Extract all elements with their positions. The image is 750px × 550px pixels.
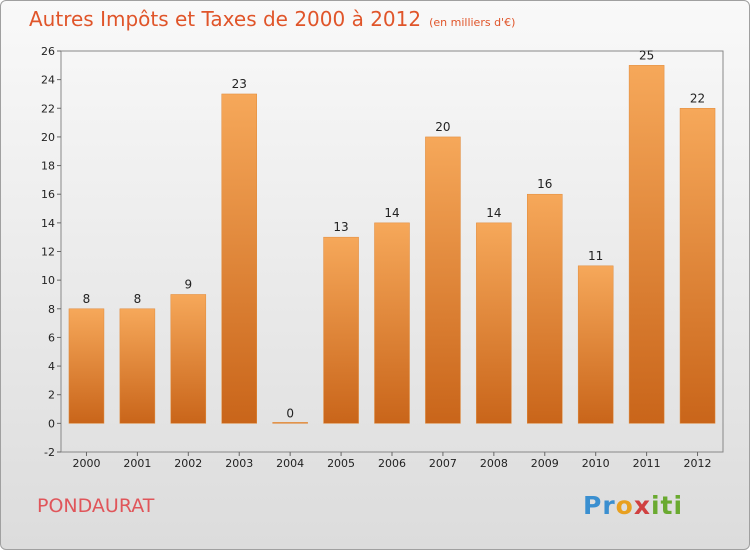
bar xyxy=(527,193,563,424)
y-tick-label: -2 xyxy=(44,446,55,459)
chart-unit: (en milliers d'€) xyxy=(429,16,516,29)
value-label: 20 xyxy=(435,120,450,134)
value-label: 0 xyxy=(286,406,294,420)
logo-part-4: iti xyxy=(650,491,684,520)
x-tick-label: 2011 xyxy=(633,457,661,470)
y-tick-label: 16 xyxy=(41,188,55,201)
bar xyxy=(272,422,308,424)
bar xyxy=(170,294,207,424)
x-tick-label: 2005 xyxy=(327,457,355,470)
y-tick-label: 6 xyxy=(48,331,55,344)
y-tick-label: 0 xyxy=(48,417,55,430)
value-label: 14 xyxy=(486,206,501,220)
y-tick-label: 4 xyxy=(48,360,55,373)
value-label: 9 xyxy=(184,277,192,291)
y-tick-label: 10 xyxy=(41,274,55,287)
x-tick-label: 2008 xyxy=(480,457,508,470)
y-tick-label: 22 xyxy=(41,102,55,115)
x-tick-label: 2012 xyxy=(684,457,712,470)
logo-part-1: Pr xyxy=(583,491,616,520)
bar xyxy=(577,265,614,424)
value-label: 8 xyxy=(134,292,142,306)
chart-title: Autres Impôts et Taxes de 2000 à 2012 xyxy=(29,7,422,31)
bar xyxy=(425,136,461,424)
y-tick-label: 24 xyxy=(41,74,55,87)
y-tick-label: 2 xyxy=(48,389,55,402)
x-tick-label: 2006 xyxy=(378,457,406,470)
value-label: 13 xyxy=(333,220,348,234)
title-block: Autres Impôts et Taxes de 2000 à 2012 (en… xyxy=(29,7,515,31)
x-tick-label: 2007 xyxy=(429,457,457,470)
bar xyxy=(679,108,716,424)
value-label: 16 xyxy=(537,177,552,191)
chart-bars xyxy=(68,65,716,424)
logo-part-2: o xyxy=(615,491,634,520)
value-label: 22 xyxy=(690,91,705,105)
x-tick-label: 2002 xyxy=(174,457,202,470)
value-label: 14 xyxy=(384,206,399,220)
bar xyxy=(221,93,257,424)
bar xyxy=(628,65,665,424)
chart-labels: 8 8 9 23 0 13 14 20 14 16 11 25 22 xyxy=(83,48,706,420)
logo-part-3: x xyxy=(633,491,651,520)
y-tick-label: 12 xyxy=(41,246,55,259)
value-label: 11 xyxy=(588,249,603,263)
y-tick-label: 18 xyxy=(41,160,55,173)
value-label: 25 xyxy=(639,48,654,62)
bar xyxy=(323,236,359,424)
bar xyxy=(476,222,512,424)
y-tick-label: 8 xyxy=(48,303,55,316)
value-label: 23 xyxy=(232,77,247,91)
value-label: 8 xyxy=(83,292,91,306)
x-tick-label: 2003 xyxy=(225,457,253,470)
y-tick-label: 20 xyxy=(41,131,55,144)
bar xyxy=(68,308,105,424)
y-tick-label: 26 xyxy=(41,45,55,58)
x-tick-label: 2009 xyxy=(531,457,559,470)
bar xyxy=(374,222,410,424)
x-tick-label: 2001 xyxy=(123,457,151,470)
y-tick-label: 14 xyxy=(41,217,55,230)
proxiti-logo: Proxiti xyxy=(583,491,683,520)
bar xyxy=(119,308,156,424)
x-tick-label: 2000 xyxy=(72,457,100,470)
commune-name: PONDAURAT xyxy=(37,495,155,517)
x-tick-label: 2010 xyxy=(582,457,610,470)
x-tick-label: 2004 xyxy=(276,457,304,470)
